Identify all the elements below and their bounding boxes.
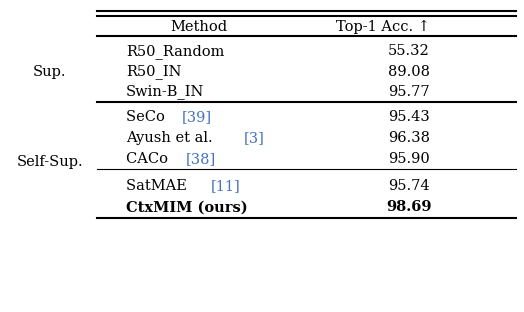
Text: 95.90: 95.90: [388, 152, 430, 166]
Text: CACo: CACo: [126, 152, 172, 166]
Text: [3]: [3]: [244, 131, 265, 145]
Text: Top-1 Acc. ↑: Top-1 Acc. ↑: [335, 19, 430, 34]
Text: SatMAE: SatMAE: [126, 179, 191, 193]
Text: [11]: [11]: [210, 179, 240, 193]
Text: 89.08: 89.08: [388, 65, 430, 79]
Text: [39]: [39]: [182, 110, 212, 124]
Text: R50_Random: R50_Random: [126, 44, 224, 59]
Text: Swin-B_IN: Swin-B_IN: [126, 85, 204, 100]
Text: CtxMIM (ours): CtxMIM (ours): [126, 201, 247, 214]
Text: 96.38: 96.38: [388, 131, 430, 145]
Text: 95.43: 95.43: [388, 110, 430, 124]
Text: Sup.: Sup.: [33, 65, 67, 79]
Text: [38]: [38]: [186, 152, 216, 166]
Text: 95.77: 95.77: [388, 85, 430, 99]
Text: Method: Method: [170, 20, 228, 33]
Text: 55.32: 55.32: [388, 45, 430, 58]
Text: Self-Sup.: Self-Sup.: [16, 155, 83, 169]
Text: SeCo: SeCo: [126, 110, 169, 124]
Text: Ayush et al.: Ayush et al.: [126, 131, 217, 145]
Text: 98.69: 98.69: [386, 201, 431, 214]
Text: R50_IN: R50_IN: [126, 64, 181, 79]
Text: 95.74: 95.74: [388, 179, 430, 193]
